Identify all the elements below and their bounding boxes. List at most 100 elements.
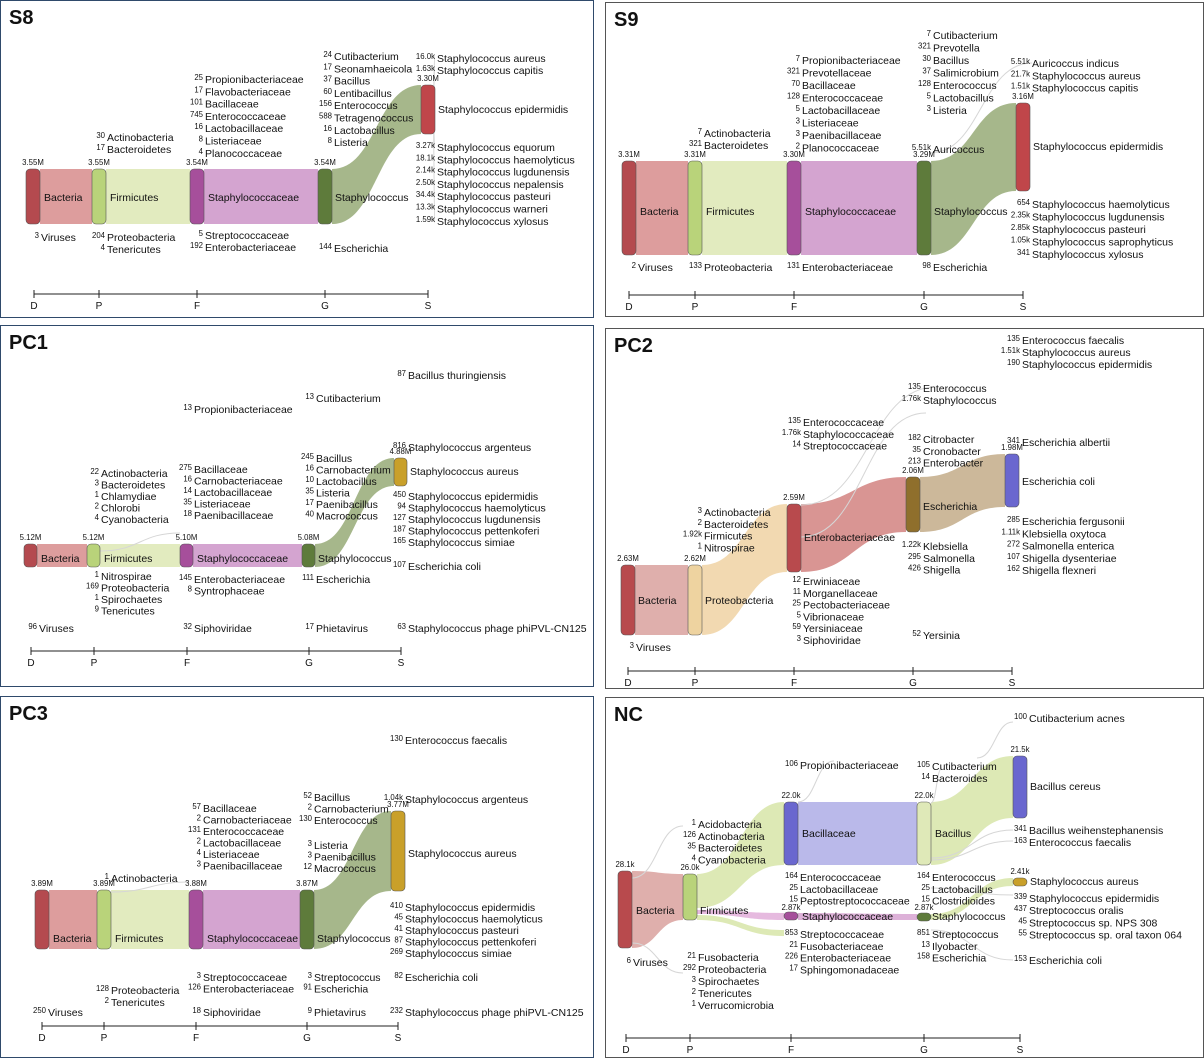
flow-g-s — [314, 811, 391, 949]
flow-f-g — [203, 890, 300, 949]
minor-label-actinobacteria: Actinobacteria — [704, 507, 771, 519]
minor-flow — [930, 829, 1014, 859]
minor-label-viruses: Viruses — [48, 1007, 83, 1019]
minor-value-label: 321 — [689, 139, 702, 148]
minor-label-staphylococcus-pasteuri: Staphylococcus pasteuri — [1032, 224, 1146, 236]
minor-label-carnobacterium: Carnobacterium — [314, 804, 389, 816]
minor-label-bacteroidetes: Bacteroidetes — [101, 480, 165, 492]
axis-tick-label: D — [622, 1045, 629, 1056]
axis-tick-label: S — [1020, 302, 1027, 313]
minor-value-label: 25 — [789, 883, 798, 892]
flow-p-f — [100, 544, 180, 567]
minor-label-bacillaceae: Bacillaceae — [205, 99, 259, 111]
minor-label-staphylococcus-argenteus: Staphylococcus argenteus — [408, 442, 531, 454]
minor-value-label: 15 — [921, 895, 930, 904]
minor-value-label: 285 — [1007, 515, 1021, 524]
minor-label-staphylococcus-haemolyticus: Staphylococcus haemolyticus — [405, 914, 543, 926]
minor-label-actinobacteria: Actinobacteria — [698, 831, 765, 843]
minor-value-label: 45 — [394, 913, 403, 922]
node-value-label: 21.5k — [1010, 745, 1029, 754]
node-value-label: 5.12M — [20, 533, 42, 542]
minor-value-label: 17 — [96, 143, 105, 152]
sankey-chart-s9: 3.31M 3.31M 3.30M 3.29M 3.16M Bacteria Firmicu… — [618, 29, 1173, 313]
minor-value-label: 37 — [922, 67, 931, 76]
minor-label-streptococcaceae: Streptococcaceae — [203, 972, 287, 984]
node-value-label: 3.16M — [1012, 92, 1034, 101]
flow-d-p — [49, 890, 97, 949]
minor-label-spirochaetes: Spirochaetes — [101, 594, 162, 606]
minor-label-streptococcus: Streptococcus — [314, 972, 381, 984]
axis-tick-label: S — [1017, 1045, 1024, 1056]
minor-value-label: 245 — [301, 452, 315, 461]
node-bacteria — [23, 543, 38, 568]
minor-value-label: 3.27k — [416, 141, 435, 150]
minor-value-label: 30 — [922, 54, 931, 63]
minor-label-ilyobacter: Ilyobacter — [932, 941, 978, 953]
node-label-escherichia: Escherichia — [923, 501, 977, 513]
minor-label-bacillus: Bacillus — [334, 76, 370, 88]
minor-label-planococcaceae: Planococcaceae — [205, 148, 282, 160]
flow-f-g-staph — [798, 913, 917, 920]
node-staphylococcus-epidermidis — [420, 84, 436, 135]
flow-p-f — [697, 802, 784, 908]
minor-label-bacteroides: Bacteroides — [932, 773, 987, 785]
minor-flow — [930, 767, 943, 804]
node-value-label: 1.98M — [1001, 443, 1023, 452]
minor-label-listeria: Listeria — [933, 105, 967, 117]
minor-label-verrucomicrobia: Verrucomicrobia — [698, 1000, 774, 1012]
minor-label-syntrophaceae: Syntrophaceae — [194, 586, 265, 598]
minor-label-propionibacteriaceae: Propionibacteriaceae — [800, 760, 899, 772]
minor-value-label: 135 — [788, 416, 802, 425]
minor-value-label: 55 — [1018, 929, 1027, 938]
minor-label-staphylococcus-epidermidis: Staphylococcus epidermidis — [1029, 893, 1159, 905]
minor-value-label: 2 — [105, 996, 109, 1005]
minor-value-label: 30 — [96, 131, 105, 140]
node-bacteria — [25, 168, 41, 225]
minor-value-label: 1 — [105, 872, 109, 881]
minor-value-label: 96 — [28, 622, 37, 631]
minor-value-label: 2.50k — [416, 178, 435, 187]
axis-tick-label: F — [193, 1033, 199, 1044]
minor-value-label: 18 — [192, 1006, 201, 1015]
minor-value-label: 9 — [95, 605, 99, 614]
minor-label-cutibacterium: Cutibacterium — [334, 51, 399, 63]
minor-value-label: 5 — [796, 104, 801, 113]
minor-value-label: 437 — [1014, 904, 1027, 913]
minor-label-paenibacillaceae: Paenibacillaceae — [194, 510, 274, 522]
minor-label-viruses: Viruses — [636, 642, 671, 654]
minor-value-label: 91 — [303, 983, 312, 992]
axis-tick-label: D — [30, 301, 37, 312]
minor-value-label: 321 — [918, 42, 931, 51]
flow-g-s — [931, 103, 1016, 255]
minor-label-phietavirus: Phietavirus — [316, 623, 368, 635]
minor-value-label: 5 — [797, 610, 802, 619]
minor-value-label: 192 — [190, 241, 203, 250]
minor-value-label: 1.05k — [1011, 236, 1030, 245]
minor-value-label: 16 — [194, 122, 203, 131]
minor-label-citrobacter: Citrobacter — [923, 434, 975, 446]
minor-flow — [110, 881, 190, 893]
sankey-chart-pc3: 3.89M 3.89M 3.88M 3.87M 3.77M Bacteria Firmicu… — [31, 734, 584, 1044]
sankey-chart-nc: 28.1k 26.0k 22.0k 2.87k 22.0k 2.87k 21.5k 2.41k… — [615, 712, 1182, 1056]
minor-flow — [800, 386, 937, 506]
minor-value-label: 57 — [192, 802, 201, 811]
minor-value-label: 158 — [917, 952, 930, 961]
minor-label-escherichia-fergusonii: Escherichia fergusonii — [1022, 516, 1125, 528]
axis-tick-label: P — [101, 1033, 108, 1044]
minor-value-label: 13 — [183, 403, 192, 412]
minor-value-label: 5 — [199, 229, 204, 238]
minor-value-label: 3 — [308, 839, 312, 848]
minor-label-listeria: Listeria — [334, 137, 368, 149]
minor-label-paenibacillaceae: Paenibacillaceae — [802, 130, 882, 142]
minor-label-nitrospirae: Nitrospirae — [101, 571, 152, 583]
minor-label-enterococcaceae: Enterococcaceae — [205, 111, 286, 123]
minor-value-label: 4 — [197, 848, 202, 857]
minor-label-enterococcus: Enterococcus — [314, 815, 378, 827]
axis-tick-label: P — [692, 678, 699, 689]
minor-value-label: 52 — [303, 791, 312, 800]
axis-tick-label: S — [425, 301, 432, 312]
sankey-panel-pc3: PC3 3.89M 3.89M 3.88M 3.87M 3.77M Bacteria Fir… — [0, 696, 594, 1058]
minor-value-label: 3 — [797, 634, 801, 643]
minor-label-listeriaceae: Listeriaceae — [194, 499, 251, 511]
minor-label-escherichia-coli: Escherichia coli — [1029, 955, 1102, 967]
